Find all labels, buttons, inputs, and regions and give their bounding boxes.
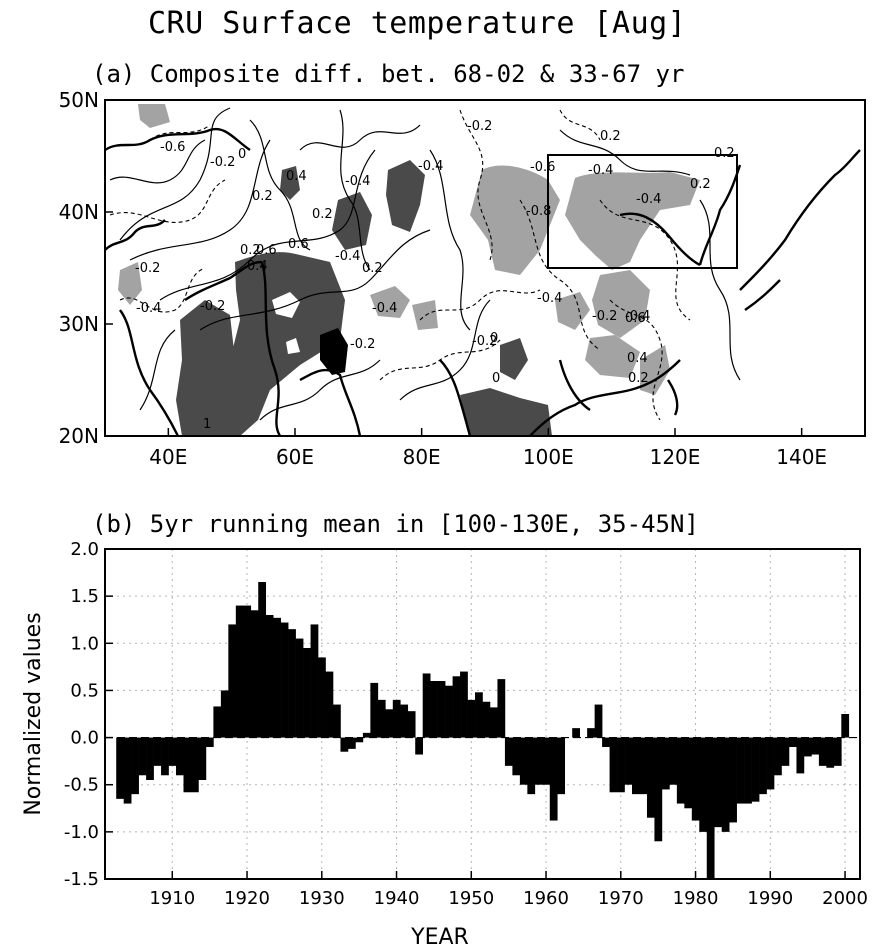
contour-label: -0.4 bbox=[625, 309, 650, 324]
contour-label: 0 bbox=[492, 371, 500, 386]
contour-label: -0.8 bbox=[526, 204, 551, 219]
contour-label-group: -0.6-0.200.2-0.40.2-0.6 -0.4-0.8-0.20.20.… bbox=[135, 119, 735, 432]
contour-label: -0.6 bbox=[530, 160, 555, 175]
map-x-tick-label: 80E bbox=[403, 445, 441, 469]
contour-label: -0.4 bbox=[588, 163, 613, 178]
contour-label: 0.4 bbox=[247, 259, 268, 274]
contour-label: 0 bbox=[490, 331, 498, 346]
contour-label: 1 bbox=[203, 417, 211, 432]
contour-label: 0.6 bbox=[256, 243, 277, 258]
region-box bbox=[547, 154, 738, 269]
map-x-tick-label: 100E bbox=[523, 445, 574, 469]
contour-label: -0.4 bbox=[345, 174, 370, 189]
map-y-tick-label: 50N bbox=[59, 88, 99, 112]
contour-label: -0.2 bbox=[467, 119, 492, 134]
negative-shading bbox=[118, 104, 700, 395]
panel-a-subtitle: (a) Composite diff. bet. 68-02 & 33-67 y… bbox=[92, 60, 685, 88]
contour-label: -0.2 bbox=[592, 309, 617, 324]
map-frame bbox=[104, 99, 866, 437]
black-shading bbox=[320, 328, 348, 375]
contour-label: 0.2 bbox=[362, 261, 383, 276]
contour-label: -0.4 bbox=[418, 159, 443, 174]
figure-title: CRU Surface temperature [Aug] bbox=[148, 6, 687, 41]
map-x-tick-label: 40E bbox=[149, 445, 187, 469]
map-y-axis: 50N 40N 30N 20N bbox=[59, 88, 113, 448]
chart-title: (b) 5yr running mean in [100-130E, 35-45… bbox=[92, 510, 699, 538]
contour-label: 0.6 bbox=[288, 237, 309, 252]
contour-label: 0.2 bbox=[240, 243, 261, 258]
contour-label: 0.2 bbox=[600, 129, 621, 144]
contour-label: 0.2 bbox=[628, 371, 649, 386]
contour-label: -0.2 bbox=[200, 299, 225, 314]
contour-label: 0.2 bbox=[714, 146, 735, 161]
map-y-tick-label: 40N bbox=[59, 200, 99, 224]
contour-label: -0.2 bbox=[135, 261, 160, 276]
positive-shading bbox=[176, 160, 552, 436]
contour-label: -0.4 bbox=[136, 301, 161, 316]
contour-label: 0.2 bbox=[690, 177, 711, 192]
map-field: -0.6-0.200.2-0.40.2-0.6 -0.4-0.8-0.20.20.… bbox=[105, 104, 861, 436]
map-x-tick-label: 120E bbox=[650, 445, 701, 469]
map-y-tick-label: 30N bbox=[59, 312, 99, 336]
map-x-tick-label: 60E bbox=[276, 445, 314, 469]
coastlines bbox=[105, 127, 861, 436]
contour-label: 0.4 bbox=[286, 169, 307, 184]
contour-label: -0.2 bbox=[472, 334, 497, 349]
contour-label: 0.2 bbox=[312, 207, 333, 222]
contour-label: -0.2 bbox=[210, 155, 235, 170]
contour-label: 0.6 bbox=[625, 311, 646, 326]
contour-label: 0.4 bbox=[627, 351, 648, 366]
contour-label: -0.4 bbox=[636, 192, 661, 207]
map-x-tick-label: 140E bbox=[776, 445, 827, 469]
contour-label: -0.6 bbox=[160, 140, 185, 155]
contour-label: 0.2 bbox=[252, 189, 273, 204]
contour-label: -0.4 bbox=[537, 291, 562, 306]
contour-label: -0.2 bbox=[350, 337, 375, 352]
map-x-axis: 40E 60E 80E 100E 120E 140E bbox=[149, 428, 827, 469]
map-y-tick-label: 20N bbox=[59, 424, 99, 448]
contour-label: -0.4 bbox=[335, 249, 360, 264]
contour-label: 0 bbox=[238, 147, 246, 162]
contour-label: -0.4 bbox=[372, 301, 397, 316]
